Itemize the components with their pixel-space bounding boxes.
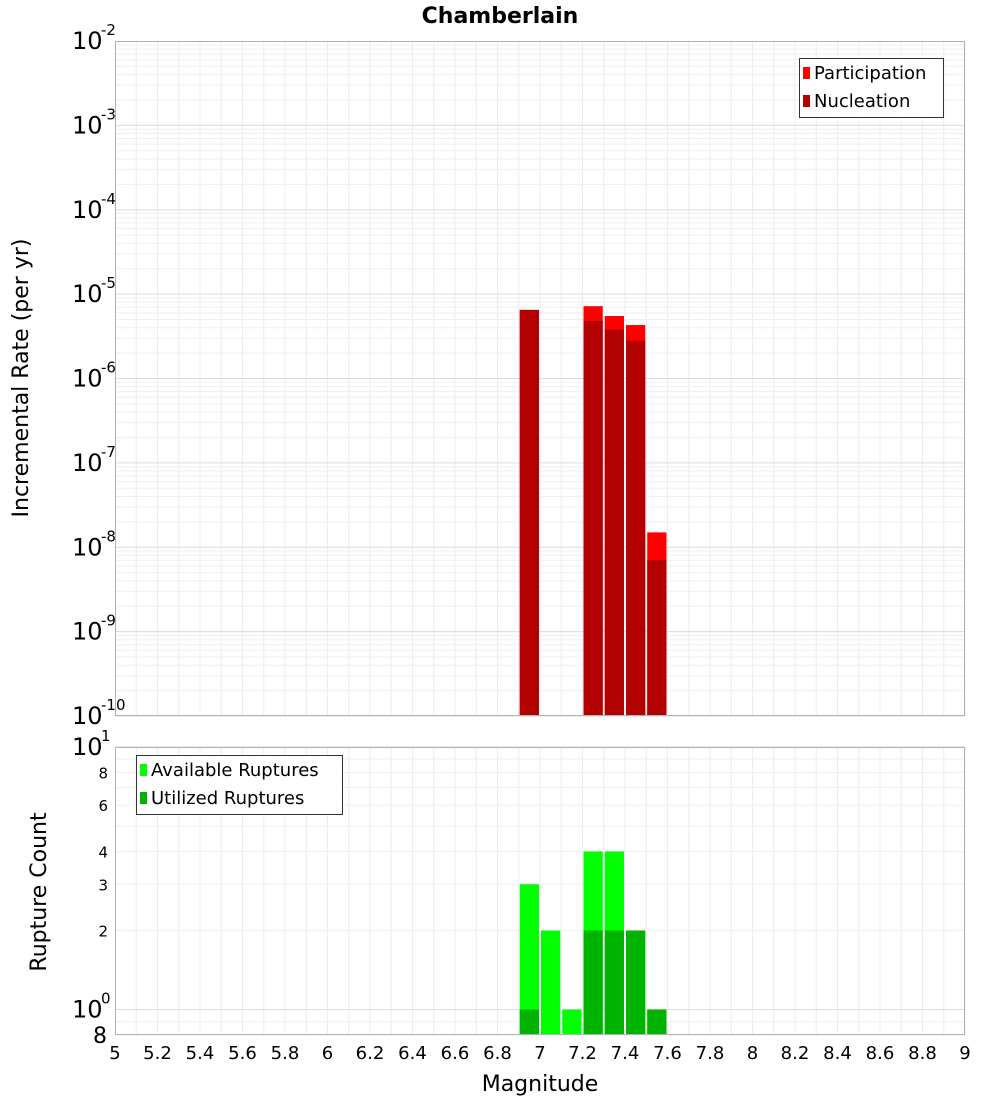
x-tick-label: 6.8 — [483, 1043, 512, 1064]
rate-y-tick-base: 10 — [72, 618, 103, 646]
count-y-minor-tick-label: 6 — [98, 797, 108, 815]
x-tick-label: 8.6 — [866, 1043, 895, 1064]
x-tick-label: 8.4 — [823, 1043, 852, 1064]
nucleation-legend-label: Nucleation — [814, 91, 910, 112]
rate-y-tick-base: 10 — [72, 280, 103, 308]
x-tick-label: 6.4 — [398, 1043, 427, 1064]
rate-panel: 10-210-310-410-510-610-710-810-910-10Par… — [72, 21, 966, 730]
count-y-tick-base: 10 — [72, 996, 103, 1024]
count-y-minor-tick-label: 8 — [93, 1024, 107, 1049]
nucleation-bar — [626, 340, 646, 716]
available-ruptures-bar — [519, 884, 539, 1035]
participation-legend-swatch — [803, 67, 810, 79]
rate-y-tick-base: 10 — [72, 365, 103, 393]
available-ruptures-legend-swatch — [140, 764, 147, 776]
rate-y-tick-exponent: -7 — [101, 443, 116, 461]
x-tick-label: 8.2 — [781, 1043, 810, 1064]
rate-y-tick-exponent: -5 — [101, 274, 116, 292]
rate-y-tick-exponent: -6 — [101, 359, 116, 377]
rate-y-tick-exponent: -2 — [101, 21, 116, 39]
x-axis-title: Magnitude — [482, 1072, 599, 1097]
count-y-tick-label: 100 — [72, 990, 111, 1024]
rate-y-tick-label: 10-6 — [72, 359, 116, 393]
rate-y-tick-base: 10 — [72, 196, 103, 224]
rate-y-tick-label: 10-3 — [72, 105, 116, 139]
count-legend: Available Ruptures Utilized Ruptures — [136, 755, 343, 815]
x-tick-label: 7.4 — [611, 1043, 640, 1064]
participation-legend-label: Participation — [814, 63, 926, 84]
x-tick-label: 7 — [534, 1043, 545, 1064]
x-tick-label: 6.2 — [356, 1043, 385, 1064]
available-ruptures-bar — [541, 930, 561, 1035]
rate-y-tick-exponent: -3 — [101, 105, 116, 123]
rate-y-tick-label: 10-9 — [72, 612, 116, 646]
nucleation-bar — [519, 309, 539, 716]
count-legend-box — [136, 755, 343, 815]
utilized-ruptures-bar — [647, 1009, 667, 1035]
count-y-tick-exponent: 1 — [101, 727, 111, 745]
rate-y-tick-label: 10-2 — [72, 21, 116, 55]
x-tick-label: 5.2 — [143, 1043, 172, 1064]
x-tick-label: 6 — [322, 1043, 333, 1064]
count-plot-border — [115, 747, 965, 1035]
available-ruptures-bar — [562, 1009, 582, 1035]
count-y-axis-title: Rupture Count — [27, 812, 52, 972]
rate-y-axis-title: Incremental Rate (per yr) — [9, 239, 34, 518]
utilized-ruptures-legend-label: Utilized Ruptures — [151, 788, 304, 809]
rate-y-tick-label: 10-10 — [72, 696, 126, 730]
rate-y-tick-label: 10-8 — [72, 527, 116, 561]
count-y-tick-base: 10 — [72, 733, 103, 761]
count-y-minor-tick-label: 2 — [98, 923, 108, 941]
rate-y-tick-exponent: -4 — [101, 190, 116, 208]
rate-y-tick-exponent: -9 — [101, 612, 116, 630]
rate-y-tick-base: 10 — [72, 27, 103, 55]
utilized-ruptures-bar — [604, 930, 624, 1035]
rate-y-tick-base: 10 — [72, 702, 103, 730]
rate-y-tick-label: 10-5 — [72, 274, 116, 308]
count-y-minor-tick-label: 4 — [98, 843, 108, 861]
x-tick-label: 5 — [109, 1043, 120, 1064]
nucleation-legend-swatch — [803, 95, 810, 107]
rate-legend-box — [799, 58, 944, 118]
x-tick-label: 8 — [747, 1043, 758, 1064]
count-y-minor-tick-label: 8 — [98, 764, 108, 782]
rate-plot-border — [115, 41, 965, 716]
count-y-tick-label: 101 — [72, 727, 111, 761]
utilized-ruptures-legend-swatch — [140, 792, 147, 804]
x-tick-label: 8.8 — [908, 1043, 937, 1064]
rate-y-tick-label: 10-4 — [72, 190, 116, 224]
x-tick-label: 5.6 — [228, 1043, 257, 1064]
rate-y-tick-label: 10-7 — [72, 443, 116, 477]
count-y-tick-exponent: 0 — [101, 990, 111, 1008]
x-tick-label: 5.8 — [271, 1043, 300, 1064]
chart-title: Chamberlain — [422, 4, 579, 29]
available-ruptures-legend-label: Available Ruptures — [151, 760, 319, 781]
nucleation-bar — [604, 329, 624, 716]
rate-y-tick-base: 10 — [72, 449, 103, 477]
nucleation-bar — [647, 560, 667, 716]
utilized-ruptures-bar — [626, 930, 646, 1035]
x-tick-label: 5.4 — [186, 1043, 215, 1064]
nucleation-bar — [583, 321, 603, 716]
rate-y-tick-exponent: -10 — [101, 696, 126, 714]
count-y-minor-tick-label: 3 — [98, 876, 108, 894]
rate-y-tick-exponent: -8 — [101, 527, 116, 545]
x-tick-label: 9 — [959, 1043, 970, 1064]
rate-legend: Participation Nucleation — [799, 58, 944, 118]
rate-y-tick-base: 10 — [72, 533, 103, 561]
rate-y-tick-base: 10 — [72, 111, 103, 139]
x-tick-label: 7.6 — [653, 1043, 682, 1064]
x-tick-label: 7.2 — [568, 1043, 597, 1064]
x-tick-label: 6.6 — [441, 1043, 470, 1064]
x-tick-label: 7.8 — [696, 1043, 725, 1064]
utilized-ruptures-bar — [583, 930, 603, 1035]
utilized-ruptures-bar — [519, 1009, 539, 1035]
